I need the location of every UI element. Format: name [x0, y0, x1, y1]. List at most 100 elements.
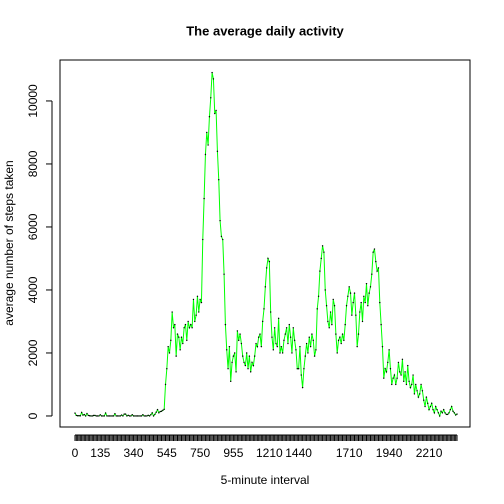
data-point [313, 355, 316, 357]
data-point [448, 412, 450, 414]
data-point [155, 411, 157, 413]
data-point [199, 298, 201, 301]
data-point [420, 383, 422, 386]
data-point [304, 355, 306, 357]
data-point [112, 415, 115, 417]
y-tick-label: 10000 [26, 84, 40, 118]
data-point [208, 116, 211, 118]
data-point [408, 380, 410, 383]
data-point [88, 415, 91, 417]
data-point [288, 323, 290, 326]
data-point [435, 405, 437, 408]
x-tick-label: 135 [90, 446, 110, 460]
data-point [148, 415, 151, 417]
data-point [369, 286, 372, 288]
data-point [403, 380, 405, 383]
data-point [127, 414, 129, 417]
data-point [347, 295, 349, 297]
data-point [168, 352, 171, 354]
data-point [292, 327, 294, 329]
data-point [180, 336, 183, 338]
data-point [452, 410, 454, 412]
data-point [387, 361, 389, 364]
data-point [106, 415, 108, 417]
data-point [188, 327, 191, 329]
data-point [83, 413, 86, 416]
data-point [281, 352, 284, 354]
data-point [429, 405, 432, 408]
data-point [218, 179, 220, 181]
data-point [190, 323, 192, 326]
data-point [297, 368, 300, 370]
data-point [162, 409, 164, 412]
data-point [163, 408, 165, 411]
data-point [100, 415, 103, 417]
data-point [424, 405, 426, 408]
data-point [299, 345, 301, 348]
data-point [87, 414, 90, 417]
data-point [210, 97, 212, 99]
data-point [99, 414, 101, 416]
data-point [312, 339, 314, 342]
data-point [115, 415, 117, 417]
x-tick-label: 0 [72, 446, 79, 460]
data-point [212, 78, 215, 80]
data-point [126, 415, 128, 417]
data-point [438, 415, 441, 417]
x-tick-label: 340 [124, 446, 144, 460]
data-point [449, 408, 452, 411]
data-point [419, 393, 421, 395]
data-point [203, 197, 205, 200]
data-point [409, 386, 412, 389]
data-point [246, 352, 248, 354]
data-point [235, 371, 237, 373]
data-point [239, 333, 241, 335]
data-point [182, 342, 184, 345]
data-point [216, 150, 219, 153]
data-point [305, 342, 308, 345]
data-point [204, 153, 207, 156]
data-point [355, 314, 357, 316]
data-point [90, 415, 92, 417]
data-point [194, 320, 196, 323]
data-point [164, 383, 167, 386]
data-point [395, 383, 397, 386]
data-point [207, 144, 209, 146]
data-point [276, 345, 279, 348]
data-point [74, 412, 76, 414]
data-point [110, 415, 112, 417]
data-point [80, 411, 83, 414]
y-tick-label: 2000 [26, 339, 40, 366]
data-point [234, 352, 236, 354]
data-point [91, 415, 94, 417]
x-tick-label: 1210 [256, 446, 283, 460]
data-point [417, 396, 420, 398]
data-point [96, 415, 99, 417]
data-point [261, 320, 264, 323]
data-point [284, 333, 286, 335]
data-point [214, 112, 216, 115]
data-point [425, 396, 428, 398]
data-point [95, 415, 97, 417]
chart-title: The average daily activity [186, 23, 344, 38]
data-point [108, 415, 111, 417]
data-point [223, 273, 225, 275]
data-point [359, 311, 361, 313]
data-point [202, 238, 204, 241]
data-point [102, 415, 104, 417]
plot-box [59, 59, 471, 428]
data-point [445, 413, 448, 416]
data-point [343, 339, 345, 342]
data-point [328, 327, 330, 329]
data-point [279, 352, 281, 354]
data-point [131, 414, 133, 416]
data-point [436, 408, 438, 411]
data-point [174, 323, 176, 326]
data-point [450, 405, 453, 408]
data-point [215, 109, 217, 112]
data-point [367, 305, 369, 307]
data-point [428, 408, 430, 411]
data-point [238, 339, 240, 342]
data-point [349, 292, 352, 294]
